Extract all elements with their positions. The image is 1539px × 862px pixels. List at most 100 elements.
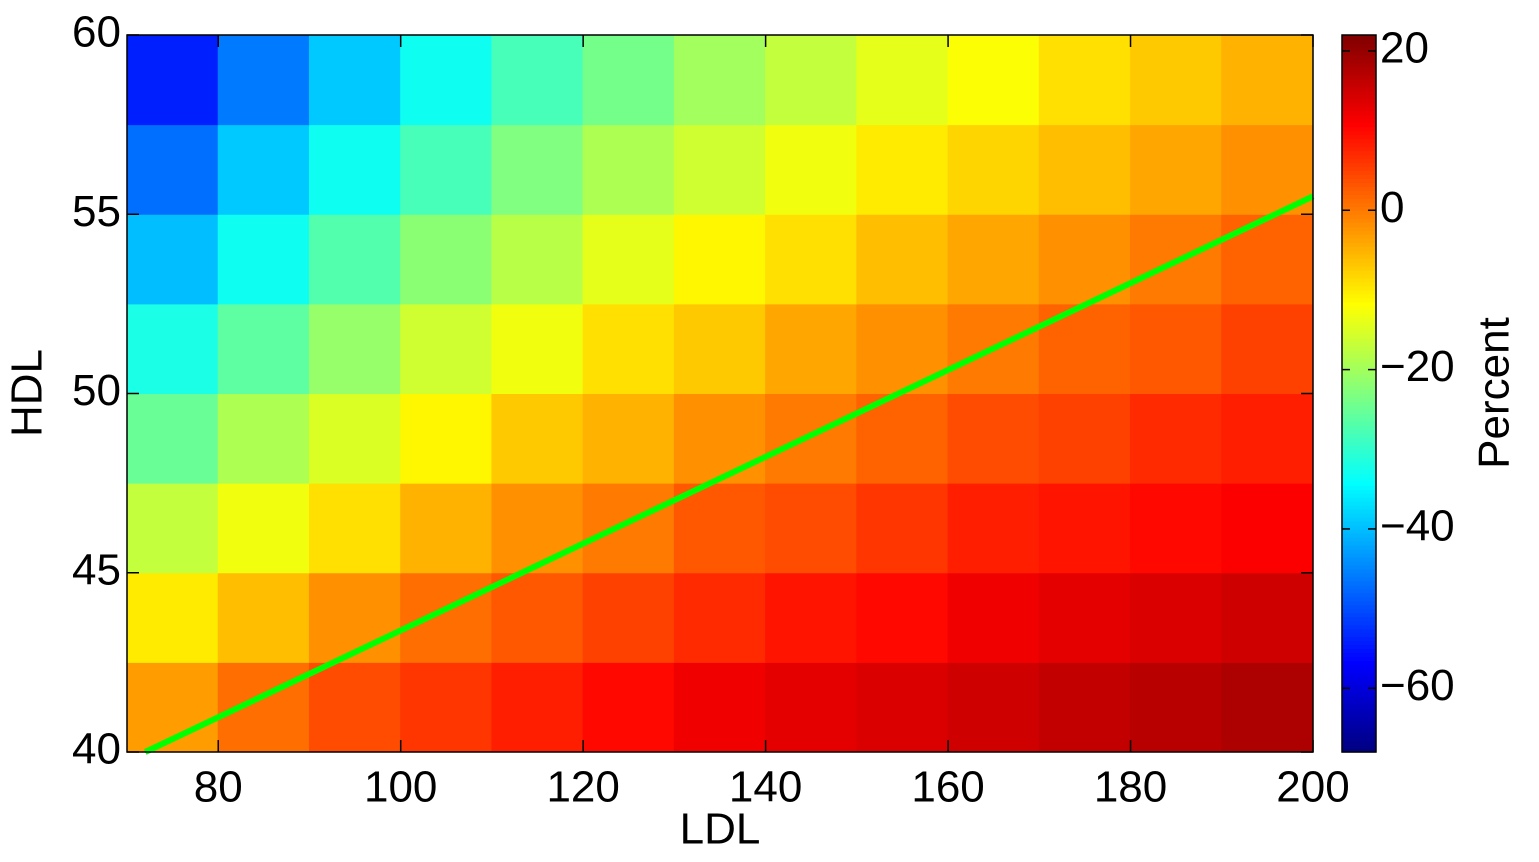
y-tick-label: 40 [72, 725, 121, 774]
heatmap-cell [856, 34, 949, 126]
colorbar-swatch [1342, 401, 1376, 407]
colorbar-swatch [1342, 501, 1376, 506]
colorbar-swatch [1342, 66, 1376, 72]
colorbar-swatch [1342, 405, 1376, 411]
heatmap-cell [673, 661, 767, 753]
heatmap-cell [308, 34, 402, 126]
heatmap-cell [582, 393, 675, 484]
y-axis-label: HDL [3, 349, 52, 437]
colorbar-swatch [1342, 222, 1376, 227]
colorbar-swatch [1342, 397, 1376, 403]
y-tick-label: 60 [72, 8, 121, 57]
heatmap-cell [947, 482, 1040, 574]
colorbar-label: Percent [1470, 317, 1519, 469]
heatmap-cell [765, 661, 858, 753]
colorbar-swatch [1342, 357, 1376, 363]
y-tick-label: 55 [72, 187, 121, 236]
heatmap-cell [217, 393, 310, 484]
heatmap-cell [491, 661, 584, 753]
colorbar-swatch [1342, 485, 1376, 490]
colorbar-swatch [1342, 162, 1376, 168]
heatmap-cell [1038, 572, 1132, 663]
colorbar-swatch [1342, 70, 1376, 76]
colorbar-swatch [1342, 528, 1376, 534]
colorbar-swatch [1342, 652, 1376, 657]
colorbar-swatch [1342, 106, 1376, 112]
heatmap-cell [947, 661, 1040, 753]
heatmap-cell [126, 482, 219, 574]
colorbar-swatch [1342, 644, 1376, 650]
colorbar-swatch [1342, 242, 1376, 247]
colorbar-swatch [1342, 102, 1376, 108]
heatmap-cell [765, 482, 858, 574]
colorbar-swatch [1342, 353, 1376, 359]
colorbar-swatch [1342, 194, 1376, 199]
colorbar-swatch [1342, 361, 1376, 367]
colorbar-swatch [1342, 532, 1376, 538]
heatmap-cell [947, 572, 1040, 663]
colorbar-swatch [1342, 46, 1376, 52]
colorbar-swatch [1342, 680, 1376, 685]
colorbar-swatch [1342, 182, 1376, 187]
colorbar-swatch [1342, 146, 1376, 152]
colorbar-swatch [1342, 58, 1376, 64]
colorbar-swatch [1342, 321, 1376, 327]
heatmap-cell [582, 303, 675, 394]
colorbar-swatch [1342, 584, 1376, 590]
colorbar-swatch [1342, 513, 1376, 518]
heatmap-cell [308, 303, 402, 394]
colorbar-swatch [1342, 465, 1376, 470]
colorbar-swatch [1342, 337, 1376, 343]
colorbar-swatch [1342, 445, 1376, 450]
heatmap-cell [856, 572, 949, 663]
heatmap-cell [400, 661, 493, 753]
colorbar-swatch [1342, 736, 1376, 741]
heatmap-cell [582, 213, 675, 305]
heatmap-cell [1130, 124, 1223, 215]
colorbar-swatch [1342, 421, 1376, 426]
colorbar-swatch [1342, 732, 1376, 737]
colorbar-swatch [1342, 285, 1376, 291]
colorbar-swatch [1342, 234, 1376, 239]
colorbar-swatch [1342, 449, 1376, 454]
colorbar-swatch [1342, 520, 1376, 526]
colorbar-swatch [1342, 86, 1376, 92]
colorbar-swatch [1342, 202, 1376, 207]
colorbar-swatch [1342, 620, 1376, 626]
colorbar-swatch [1342, 190, 1376, 195]
colorbar-swatch [1342, 42, 1376, 48]
colorbar-swatch [1342, 505, 1376, 510]
heatmap-cell [947, 124, 1040, 215]
colorbar-swatch [1342, 150, 1376, 156]
colorbar-swatch [1342, 604, 1376, 610]
heatmap-cell [856, 661, 949, 753]
heatmap-cell [491, 303, 584, 394]
colorbar-swatch [1342, 174, 1376, 179]
colorbar-swatch [1342, 461, 1376, 466]
heatmap-cell [765, 34, 858, 126]
colorbar-swatch [1342, 238, 1376, 243]
heatmap-cell [1130, 393, 1223, 484]
heatmap-cell [126, 393, 219, 484]
colorbar-swatch [1342, 724, 1376, 729]
colorbar-swatch [1342, 544, 1376, 550]
colorbar-swatch [1342, 509, 1376, 514]
heatmap-cell [765, 213, 858, 305]
colorbar-swatch [1342, 270, 1376, 275]
colorbar-swatch [1342, 293, 1376, 299]
colorbar-swatch [1342, 636, 1376, 642]
colorbar-swatch [1342, 329, 1376, 335]
colorbar-tick-label: −20 [1380, 342, 1455, 391]
heatmap-cell [1038, 124, 1132, 215]
colorbar-swatch [1342, 90, 1376, 96]
colorbar-swatch [1342, 74, 1376, 80]
colorbar-swatch [1342, 38, 1376, 44]
heatmap-cell [673, 124, 767, 215]
colorbar-swatch [1342, 50, 1376, 56]
colorbar-swatch [1342, 556, 1376, 562]
colorbar-swatch [1342, 341, 1376, 347]
heatmap-cell [491, 213, 584, 305]
colorbar-swatch [1342, 114, 1376, 120]
heatmap-cell [400, 213, 493, 305]
